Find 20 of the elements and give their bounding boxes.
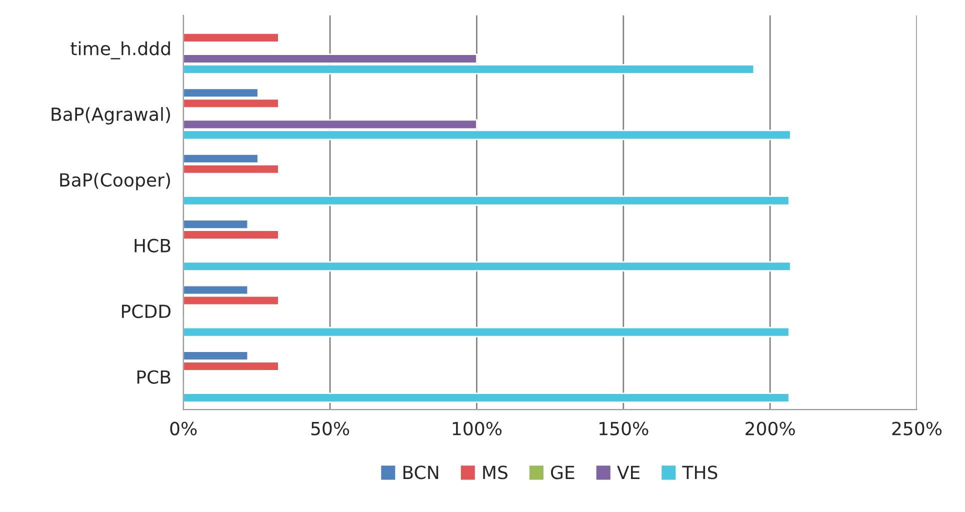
legend-label: GE — [550, 466, 574, 480]
legend-label: BCN — [403, 466, 438, 480]
y-tick-label: PCDD — [122, 304, 170, 318]
x-tick-label: 50% — [311, 422, 350, 436]
x-tick-label: 250% — [892, 422, 942, 436]
y-tick-label: PCB — [137, 370, 170, 384]
y-tick-label: HCB — [134, 238, 170, 252]
x-tick-label: 200% — [746, 422, 795, 436]
y-tick-label: BaP(Agrawal) — [52, 107, 170, 125]
legend-label: THS — [682, 466, 718, 480]
legend-label: MS — [483, 466, 508, 480]
bar — [183, 195, 790, 206]
y-tick-label: time_h.ddd — [70, 41, 170, 60]
bar — [183, 32, 280, 43]
x-tick-label: 100% — [452, 422, 502, 436]
bar — [183, 261, 792, 272]
legend-label: VE — [617, 466, 640, 479]
x-tick-label: 0% — [170, 422, 197, 436]
y-tick-label: BaP(Cooper) — [60, 172, 170, 190]
x-tick-label: 150% — [600, 422, 648, 436]
